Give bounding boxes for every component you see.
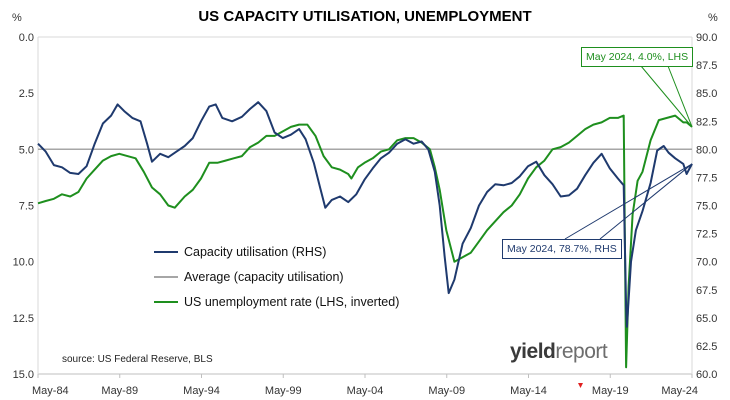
right-tick-label: 60.0 <box>696 369 717 381</box>
x-tick-label: May-19 <box>592 385 629 397</box>
left-tick-label: 5.0 <box>19 144 34 156</box>
legend-label-average: Average (capacity utilisation) <box>184 269 344 284</box>
left-tick-label: 7.5 <box>19 201 34 213</box>
left-tick-label: 10.0 <box>13 257 34 269</box>
left-tick-label: 15.0 <box>13 369 34 381</box>
left-tick-label: 12.5 <box>13 313 34 325</box>
capacity-utilisation-line <box>37 101 693 328</box>
right-tick-label: 90.0 <box>696 32 717 44</box>
callout-leaders <box>564 65 693 240</box>
right-axis-ticks: 90.0 87.5 85.0 82.5 80.0 77.5 75.0 72.5 70.0 67.5… <box>696 32 717 381</box>
left-tick-label: 2.5 <box>19 88 34 100</box>
right-tick-label: 85.0 <box>696 88 717 100</box>
legend-label-capacity: Capacity utilisation (RHS) <box>184 244 327 259</box>
left-axis-unit: % <box>12 12 22 24</box>
right-tick-label: 72.5 <box>696 229 717 241</box>
x-axis-ticks: May-84 May-89 May-94 May-99 May-04 May-09 May-… <box>32 374 698 397</box>
right-tick-label: 70.0 <box>696 257 717 269</box>
right-axis-unit: % <box>708 12 718 24</box>
series-layer <box>37 101 693 369</box>
callout-capacity: May 2024, 78.7%, RHS <box>502 239 622 259</box>
right-tick-label: 77.5 <box>696 172 717 184</box>
x-tick-label: May-84 <box>32 385 69 397</box>
right-tick-label: 82.5 <box>696 116 717 128</box>
right-tick-label: 80.0 <box>696 144 717 156</box>
legend-item-average: Average (capacity utilisation) <box>154 264 399 289</box>
brand-logo-part2: report <box>555 340 608 363</box>
legend-swatch-capacity <box>154 250 178 253</box>
callout-unemployment: May 2024, 4.0%, LHS <box>581 47 694 67</box>
x-tick-label: May-04 <box>347 385 384 397</box>
x-tick-label: May-14 <box>510 385 547 397</box>
left-tick-label: 0.0 <box>19 32 34 44</box>
chart-title: US CAPACITY UTILISATION, UNEMPLOYMENT <box>198 8 532 25</box>
leader-unemployment <box>667 65 693 128</box>
chart-legend: Capacity utilisation (RHS) Average (capa… <box>154 239 399 314</box>
unemployment-line <box>37 114 693 369</box>
x-tick-label: May-89 <box>101 385 138 397</box>
leader-capacity <box>564 163 693 240</box>
brand-logo-part1: yield <box>510 340 556 363</box>
right-tick-label: 87.5 <box>696 60 717 72</box>
legend-swatch-unemployment <box>154 300 178 303</box>
x-tick-label: May-24 <box>661 385 698 397</box>
left-axis-ticks: 0.0 2.5 5.0 7.5 10.0 12.5 15.0 <box>13 32 34 381</box>
x-axis-marker-icon <box>578 383 583 388</box>
brand-logo: yieldreport <box>510 340 608 364</box>
right-tick-label: 67.5 <box>696 285 717 297</box>
source-note: source: US Federal Reserve, BLS <box>62 354 213 365</box>
leader-unemployment-2 <box>640 65 693 128</box>
legend-item-unemployment: US unemployment rate (LHS, inverted) <box>154 289 399 314</box>
legend-swatch-average <box>154 275 178 278</box>
right-tick-label: 62.5 <box>696 341 717 353</box>
x-tick-label: May-09 <box>428 385 465 397</box>
right-tick-label: 75.0 <box>696 201 717 213</box>
x-tick-label: May-99 <box>265 385 302 397</box>
leader-capacity-2 <box>599 163 693 240</box>
legend-item-capacity: Capacity utilisation (RHS) <box>154 239 399 264</box>
x-tick-label: May-94 <box>183 385 220 397</box>
right-tick-label: 65.0 <box>696 313 717 325</box>
legend-label-unemployment: US unemployment rate (LHS, inverted) <box>184 294 400 309</box>
